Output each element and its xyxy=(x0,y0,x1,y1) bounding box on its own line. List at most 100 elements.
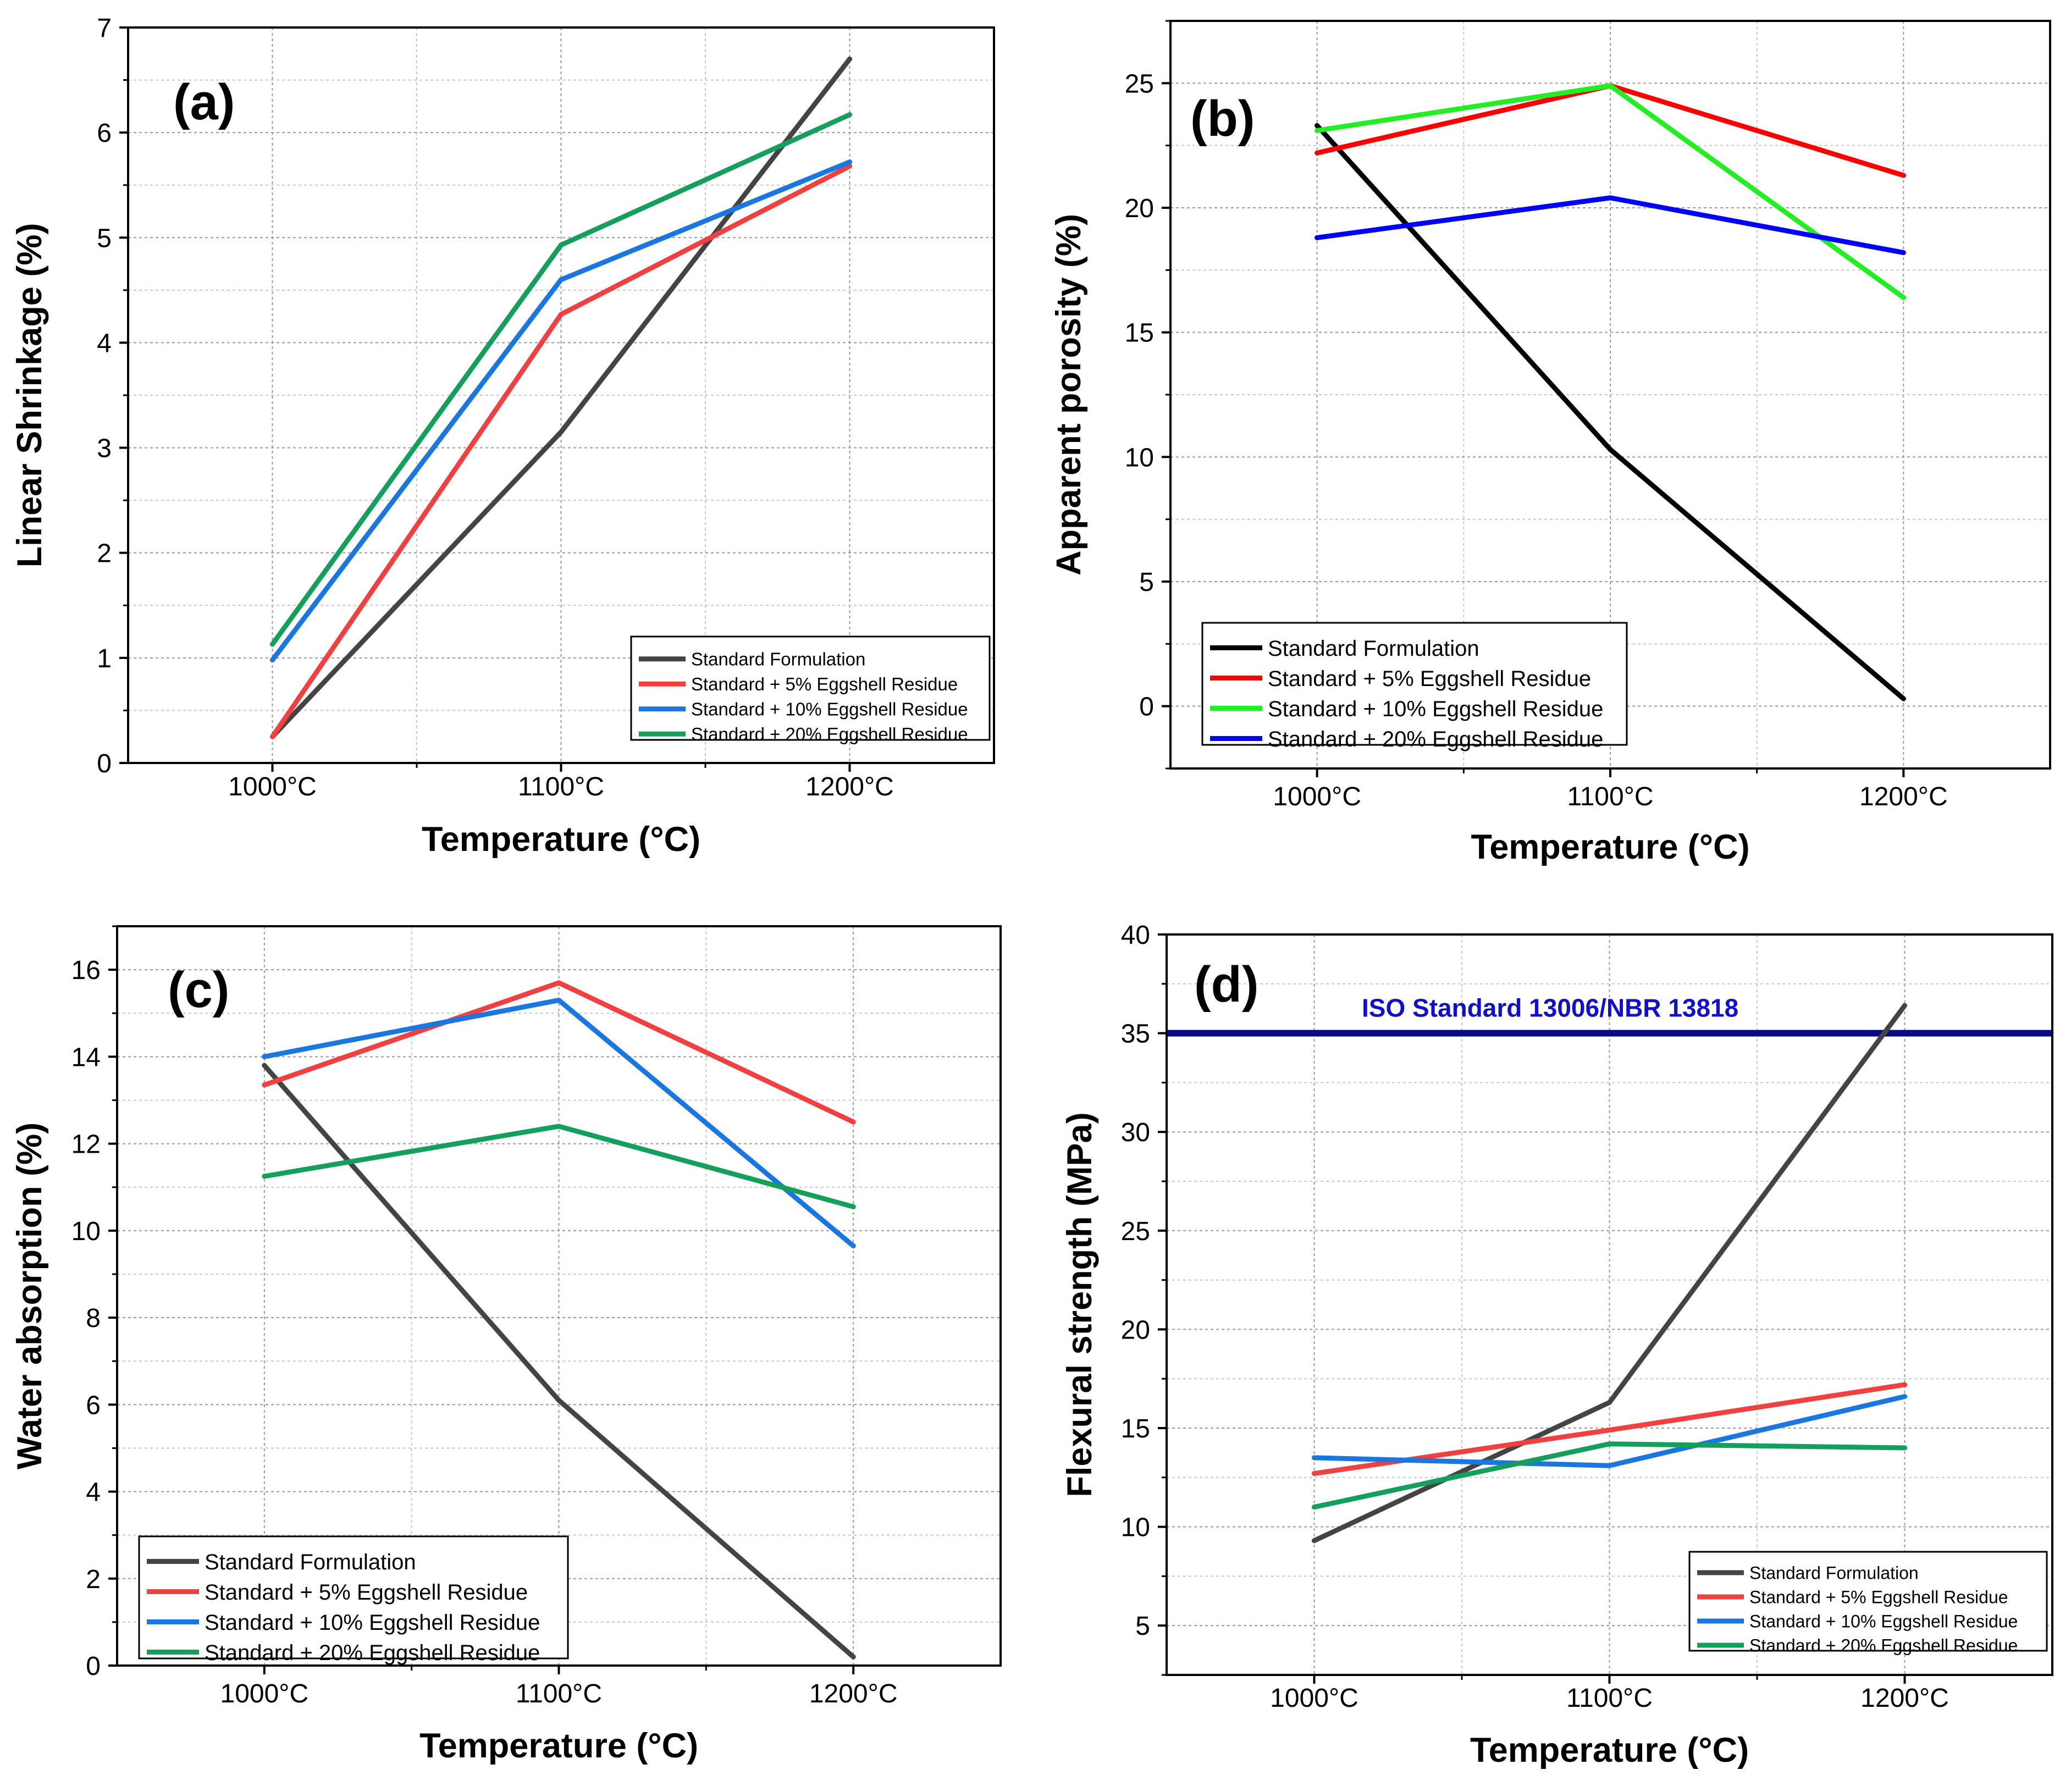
panel-label: (a) xyxy=(173,74,235,130)
legend-entry: Standard + 5% Eggshell Residue xyxy=(205,1580,528,1605)
data-point xyxy=(556,998,561,1003)
legend-a: Standard Formulation Standard + 5% Eggshe… xyxy=(630,635,991,744)
data-point xyxy=(1608,83,1613,89)
y-tick-label: 10 xyxy=(1121,1513,1150,1542)
x-tick-label: 1000°C xyxy=(1273,782,1361,811)
y-tick-label: 20 xyxy=(1121,1315,1150,1345)
data-point xyxy=(847,159,852,165)
data-point xyxy=(851,1243,856,1249)
legend-box xyxy=(1688,1551,2048,1652)
y-tick-label: 5 xyxy=(97,224,112,253)
data-point xyxy=(1902,1445,1907,1451)
legend-entry: Standard + 5% Eggshell Residue xyxy=(691,674,958,694)
data-point xyxy=(1607,1441,1612,1447)
legend-c: Standard Formulation Standard + 5% Eggshe… xyxy=(138,1535,569,1665)
y-tick-label: 0 xyxy=(86,1652,101,1681)
data-point xyxy=(1901,173,1906,178)
data-point xyxy=(1901,295,1906,300)
chart-panel-c: 0 2 4 6 8 10 12 14 16 1000°C 1100°C 1200°C Temperatu… xyxy=(10,925,1002,1765)
x-tick-label: 1100°C xyxy=(1566,1684,1653,1713)
data-point xyxy=(1312,1455,1317,1461)
y-tick-label: 15 xyxy=(1121,1414,1150,1443)
data-point xyxy=(1607,1463,1612,1468)
y-axis-title: Linear Shrinkage (%) xyxy=(10,223,49,568)
legend-entry: Standard Formulation xyxy=(1268,637,1479,661)
y-tick-label: 2 xyxy=(97,539,112,568)
data-point xyxy=(559,242,564,248)
legend-entry: Standard + 20% Eggshell Residue xyxy=(1749,1636,2018,1656)
x-tick-label: 1100°C xyxy=(1567,782,1653,811)
data-point xyxy=(559,429,564,435)
legend-entry: Standard + 10% Eggshell Residue xyxy=(205,1611,540,1635)
legend-entry: Standard + 5% Eggshell Residue xyxy=(1749,1588,2008,1607)
data-point xyxy=(556,1124,561,1129)
reference-line-label: ISO Standard 13006/NBR 13818 xyxy=(1362,994,1738,1022)
y-tick-label: 14 xyxy=(71,1043,101,1072)
legend-entry: Standard + 10% Eggshell Residue xyxy=(691,699,968,720)
data-point xyxy=(1315,123,1320,128)
legend-entry: Standard + 10% Eggshell Residue xyxy=(1749,1612,2018,1631)
y-tick-label: 16 xyxy=(71,956,101,985)
x-tick-label: 1000°C xyxy=(228,772,317,801)
data-point xyxy=(847,112,852,118)
legend-entry: Standard + 10% Eggshell Residue xyxy=(1268,697,1603,721)
data-point xyxy=(559,277,564,283)
legend-entry: Standard + 20% Eggshell Residue xyxy=(1268,727,1603,751)
y-tick-label: 4 xyxy=(97,329,112,358)
data-point xyxy=(262,1054,267,1059)
y-tick-label: 1 xyxy=(97,644,112,673)
x-tick-label: 1200°C xyxy=(1860,1684,1949,1713)
y-tick-label: 35 xyxy=(1121,1020,1150,1049)
data-point xyxy=(1608,195,1613,201)
data-point xyxy=(1312,1505,1317,1510)
y-tick-label: 20 xyxy=(1125,194,1154,223)
data-point xyxy=(851,1119,856,1125)
panel-label: (c) xyxy=(168,962,229,1018)
legend-entry: Standard Formulation xyxy=(691,649,865,670)
y-tick-label: 12 xyxy=(71,1130,101,1159)
y-axis-title: Apparent porosity (%) xyxy=(1050,214,1088,576)
data-point xyxy=(1315,150,1320,156)
y-tick-label: 5 xyxy=(1139,568,1154,597)
y-tick-label: 0 xyxy=(97,749,112,778)
data-point xyxy=(556,980,561,986)
data-point xyxy=(1315,235,1320,240)
legend-d: Standard Formulation Standard + 5% Eggshe… xyxy=(1688,1551,2048,1656)
data-point xyxy=(262,1063,267,1068)
chart-panel-d: ISO Standard 13006/NBR 13818 5 10 15 20 25 30 3… xyxy=(1061,921,2053,1769)
data-point xyxy=(847,56,852,62)
y-tick-label: 5 xyxy=(1135,1612,1150,1641)
x-tick-label: 1000°C xyxy=(1270,1684,1358,1713)
legend-entry: Standard + 20% Eggshell Residue xyxy=(205,1641,540,1665)
x-axis-title: Temperature (°C) xyxy=(1471,828,1749,866)
data-point xyxy=(1315,128,1320,133)
legend-entry: Standard Formulation xyxy=(1749,1563,1919,1583)
data-point xyxy=(556,1397,561,1403)
data-point xyxy=(270,657,275,663)
x-tick-label: 1100°C xyxy=(518,772,604,801)
y-tick-label: 6 xyxy=(86,1391,101,1420)
y-tick-label: 10 xyxy=(71,1217,101,1246)
chart-panel-b: 0 5 10 15 20 25 1000°C 1100°C 1200°C Temperature … xyxy=(1050,20,2051,866)
legend-box xyxy=(630,635,991,741)
data-point xyxy=(1607,1428,1612,1433)
y-tick-label: 15 xyxy=(1125,319,1154,348)
y-tick-label: 2 xyxy=(86,1565,101,1594)
y-tick-label: 4 xyxy=(86,1478,101,1507)
y-tick-label: 25 xyxy=(1125,69,1154,98)
x-tick-label: 1200°C xyxy=(805,772,894,801)
legend-box xyxy=(1201,622,1628,746)
panel-label: (d) xyxy=(1194,956,1258,1013)
data-point xyxy=(270,641,275,647)
legend-entry: Standard + 20% Eggshell Residue xyxy=(691,724,968,744)
data-point xyxy=(1901,250,1906,256)
legend-entry: Standard + 5% Eggshell Residue xyxy=(1268,667,1591,691)
grid-b xyxy=(1170,20,2050,769)
y-tick-label: 30 xyxy=(1121,1118,1150,1147)
data-point xyxy=(1312,1471,1317,1476)
data-point xyxy=(262,1082,267,1088)
x-axis-title: Temperature (°C) xyxy=(419,1727,698,1765)
x-tick-label: 1200°C xyxy=(1859,782,1948,811)
y-tick-label: 10 xyxy=(1125,443,1154,472)
